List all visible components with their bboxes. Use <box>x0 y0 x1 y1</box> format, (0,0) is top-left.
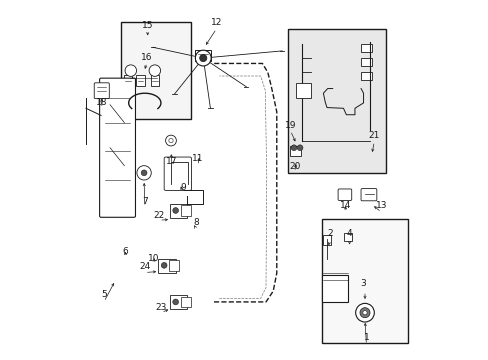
FancyBboxPatch shape <box>94 83 109 99</box>
Text: 13: 13 <box>375 201 386 210</box>
Bar <box>321 220 407 343</box>
FancyBboxPatch shape <box>344 233 351 241</box>
Text: 11: 11 <box>192 154 203 163</box>
Text: 24: 24 <box>139 262 150 271</box>
Circle shape <box>172 208 178 213</box>
Circle shape <box>362 311 366 315</box>
Bar <box>296 83 310 98</box>
Circle shape <box>195 50 211 66</box>
Bar <box>169 296 187 309</box>
Bar <box>169 260 179 271</box>
Bar <box>195 50 211 61</box>
Bar <box>169 204 187 218</box>
FancyBboxPatch shape <box>360 189 376 201</box>
FancyBboxPatch shape <box>164 157 191 190</box>
Text: 17: 17 <box>166 157 178 166</box>
Bar <box>289 145 301 156</box>
Text: 10: 10 <box>148 255 160 264</box>
Circle shape <box>165 135 176 146</box>
Circle shape <box>149 65 160 76</box>
Circle shape <box>359 308 369 318</box>
Text: 15: 15 <box>142 21 153 30</box>
Bar <box>322 234 330 244</box>
FancyBboxPatch shape <box>123 75 132 86</box>
Text: 23: 23 <box>155 303 166 312</box>
Text: 14: 14 <box>339 201 350 210</box>
Text: 8: 8 <box>193 218 199 227</box>
Text: 19: 19 <box>284 121 296 130</box>
Circle shape <box>161 262 167 268</box>
FancyBboxPatch shape <box>337 189 351 201</box>
FancyBboxPatch shape <box>360 72 371 80</box>
Text: 9: 9 <box>180 183 185 192</box>
FancyBboxPatch shape <box>100 78 135 217</box>
FancyBboxPatch shape <box>360 58 371 66</box>
Bar <box>121 22 190 119</box>
FancyBboxPatch shape <box>136 75 144 86</box>
Bar <box>180 205 190 216</box>
Circle shape <box>125 65 136 76</box>
Circle shape <box>355 303 373 322</box>
Bar <box>180 297 190 307</box>
Circle shape <box>199 54 206 62</box>
Circle shape <box>141 170 147 176</box>
Text: 21: 21 <box>368 131 379 140</box>
Text: 1: 1 <box>363 333 368 342</box>
FancyBboxPatch shape <box>360 44 371 51</box>
Text: 4: 4 <box>346 229 352 238</box>
Bar <box>287 30 386 173</box>
Bar <box>158 259 175 273</box>
Text: 2: 2 <box>326 229 332 238</box>
FancyBboxPatch shape <box>150 75 159 86</box>
Text: 7: 7 <box>142 197 147 206</box>
Bar <box>321 275 348 302</box>
Text: 22: 22 <box>153 211 164 220</box>
Circle shape <box>290 145 296 150</box>
Text: 20: 20 <box>288 162 300 171</box>
Text: 18: 18 <box>96 98 107 107</box>
Circle shape <box>137 166 151 180</box>
Text: 6: 6 <box>122 247 128 256</box>
Circle shape <box>297 145 303 150</box>
Text: 12: 12 <box>210 18 222 27</box>
Text: 3: 3 <box>359 279 365 288</box>
Text: 5: 5 <box>101 290 106 299</box>
Circle shape <box>172 299 178 305</box>
Text: 16: 16 <box>141 53 152 62</box>
